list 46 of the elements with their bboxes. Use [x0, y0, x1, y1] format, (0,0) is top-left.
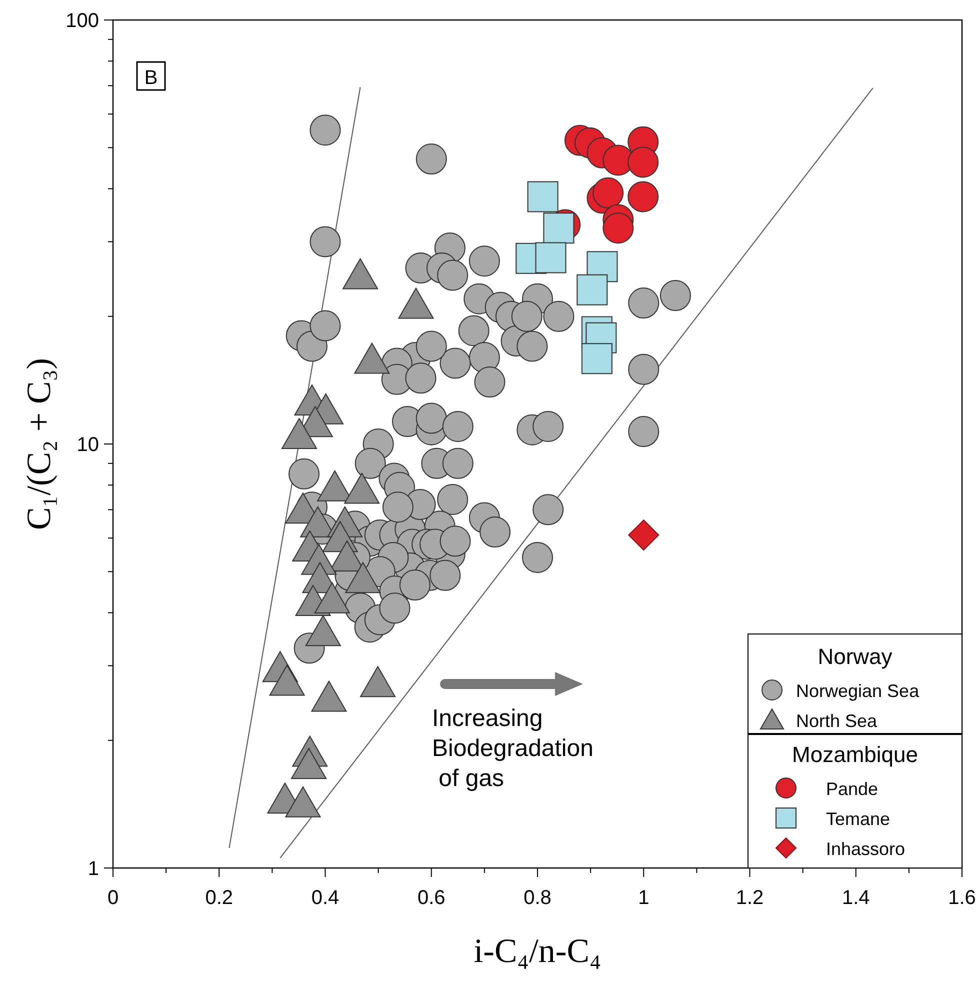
point: [602, 212, 634, 244]
point: [305, 615, 341, 646]
point: [628, 146, 659, 178]
point: [592, 177, 624, 208]
point: [543, 212, 574, 244]
y-axis-title: C₁/(C₂ + C₃): [21, 358, 58, 530]
legend-label: Temane: [826, 809, 890, 829]
point: [576, 274, 608, 306]
point: [344, 472, 380, 504]
point: [581, 343, 612, 374]
point: [311, 680, 347, 712]
x-tick-label: 1.4: [842, 887, 870, 909]
annotation: Norway: [818, 644, 892, 669]
point: [269, 664, 305, 696]
x-axis-title: i-C₄/n-C₄: [474, 933, 602, 970]
point: [345, 562, 381, 594]
point: [628, 520, 660, 551]
legend-label: Pande: [826, 779, 878, 799]
point: [398, 288, 434, 319]
point: [342, 258, 378, 290]
x-tick-label: 1.6: [948, 887, 976, 909]
annotation: Mozambique: [792, 742, 918, 767]
point: [360, 666, 396, 698]
point: [282, 418, 317, 450]
x-tick-label: 0.6: [417, 887, 446, 909]
point: [314, 582, 350, 614]
point: [354, 342, 390, 374]
legend-label: North Sea: [796, 711, 878, 731]
legend-label: Inhassoro: [826, 839, 906, 859]
x-tick-label: 1: [638, 887, 650, 909]
y-tick-label: 100: [66, 10, 99, 32]
point: [628, 181, 659, 212]
y-tick-label: 10: [76, 434, 99, 456]
x-tick-label: 0.4: [311, 887, 340, 909]
x-tick-label: 0.8: [524, 887, 552, 909]
x-tick-label: 0.2: [205, 887, 234, 909]
x-tick-label: 0: [107, 887, 119, 909]
point: [291, 748, 327, 779]
point: [535, 242, 566, 274]
annotation: Increasing Biodegradation of gas: [432, 705, 594, 792]
annotation: B: [144, 67, 158, 89]
point: [285, 786, 321, 818]
legend-label: Norwegian Sea: [796, 681, 920, 701]
point: [527, 181, 558, 212]
y-tick-label: 1: [88, 858, 99, 880]
x-tick-label: 1.2: [736, 887, 764, 909]
